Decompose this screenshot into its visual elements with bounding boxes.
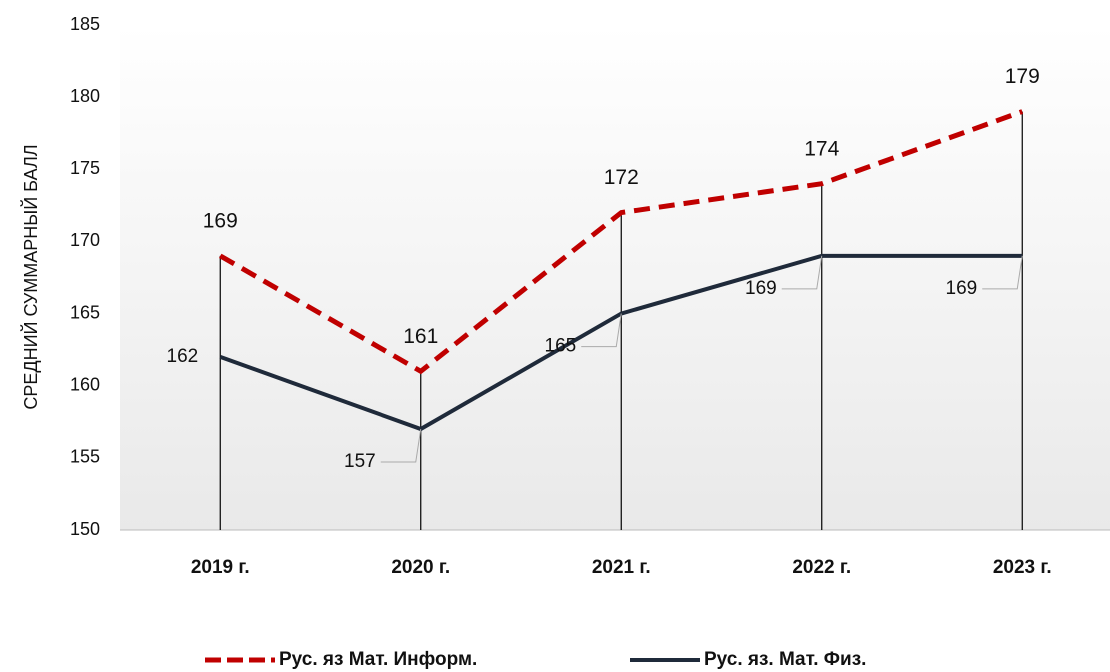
legend-label: Рус. яз. Мат. Физ.	[704, 649, 866, 670]
y-tick-label: 160	[70, 374, 100, 394]
data-label: 169	[946, 278, 978, 299]
data-label: 161	[403, 325, 438, 348]
plot-area	[120, 25, 1110, 530]
y-tick-label: 165	[70, 302, 100, 322]
x-tick-label: 2022 г.	[792, 557, 851, 578]
data-label: 165	[545, 336, 577, 357]
y-axis-title: СРЕДНИЙ СУММАРНЫЙ БАЛЛ	[20, 144, 41, 409]
leader-line	[982, 255, 1023, 290]
y-tick-label: 175	[70, 158, 100, 178]
y-tick-label: 185	[70, 14, 100, 34]
x-tick-label: 2020 г.	[391, 557, 450, 578]
series-line	[219, 109, 1024, 375]
data-label: 172	[604, 166, 639, 189]
legend-label: Рус. яз Мат. Информ.	[279, 649, 477, 670]
leader-line	[781, 255, 823, 290]
x-tick-label: 2021 г.	[592, 557, 651, 578]
y-tick-label: 180	[70, 86, 100, 106]
y-tick-label: 155	[70, 447, 100, 467]
leader-line	[380, 428, 422, 463]
y-tick-label: 170	[70, 230, 100, 250]
x-tick-label: 2023 г.	[993, 557, 1052, 578]
data-label: 174	[804, 137, 839, 160]
data-label: 169	[745, 278, 777, 299]
data-label: 179	[1005, 65, 1040, 88]
data-label: 169	[203, 209, 238, 232]
data-label: 162	[167, 346, 199, 367]
y-tick-label: 150	[70, 519, 100, 539]
data-label: 157	[344, 451, 376, 472]
x-tick-label: 2019 г.	[191, 557, 250, 578]
leader-line	[581, 313, 622, 348]
